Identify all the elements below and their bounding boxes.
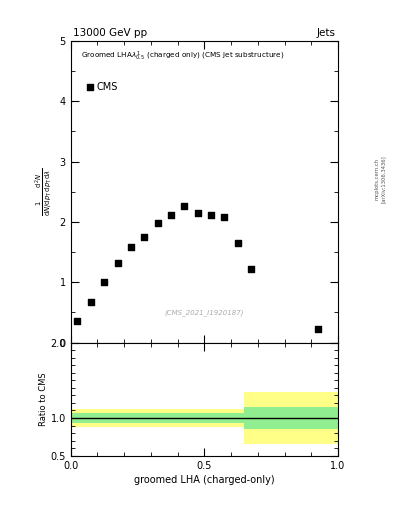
Point — [181, 202, 187, 210]
Text: mcplots.cern.ch: mcplots.cern.ch — [375, 158, 380, 200]
Point — [114, 259, 121, 267]
Point — [88, 297, 94, 306]
Point — [248, 265, 254, 273]
Point — [168, 210, 174, 219]
Point — [74, 317, 81, 326]
Point — [235, 239, 241, 247]
Y-axis label: $\frac{1}{\mathrm{d}N/\mathrm{d}p_{\mathrm{T}}}\frac{\mathrm{d}^2N}{\mathrm{d}p_: $\frac{1}{\mathrm{d}N/\mathrm{d}p_{\math… — [33, 168, 54, 216]
Text: 13000 GeV pp: 13000 GeV pp — [73, 28, 147, 38]
Point — [221, 213, 228, 221]
Point — [101, 278, 107, 286]
Y-axis label: Ratio to CMS: Ratio to CMS — [39, 372, 48, 426]
Text: [arXiv:1306.3436]: [arXiv:1306.3436] — [381, 155, 386, 203]
Point — [315, 325, 321, 333]
Point — [128, 243, 134, 251]
Text: (CMS_2021_I1920187): (CMS_2021_I1920187) — [165, 309, 244, 316]
Text: Groomed LHA$\lambda^1_{0.5}$ (charged only) (CMS jet substructure): Groomed LHA$\lambda^1_{0.5}$ (charged on… — [81, 50, 285, 63]
Legend: CMS: CMS — [86, 82, 118, 92]
Point — [195, 209, 201, 217]
X-axis label: groomed LHA (charged-only): groomed LHA (charged-only) — [134, 475, 275, 485]
Text: Jets: Jets — [317, 28, 336, 38]
Point — [141, 233, 147, 241]
Point — [208, 210, 214, 219]
Point — [154, 219, 161, 227]
